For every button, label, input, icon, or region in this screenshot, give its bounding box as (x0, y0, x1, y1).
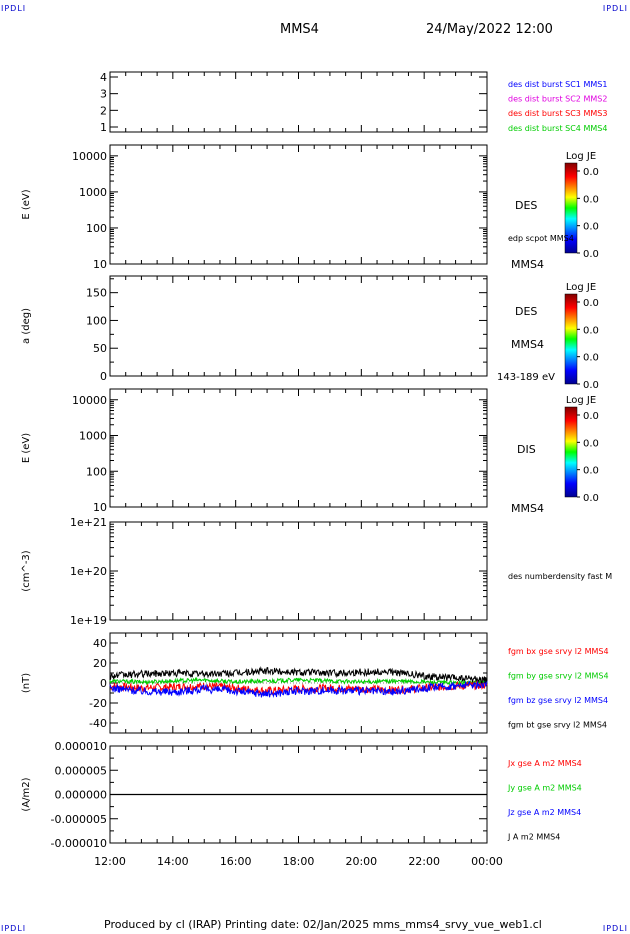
magnetic-field-legend-2: fgm by gse srvy l2 MMS4 (508, 672, 609, 681)
current-density-panel-ytick-label: 0.000010 (55, 740, 108, 753)
x-tick-label: 12:00 (94, 855, 126, 868)
x-tick-label: 20:00 (345, 855, 377, 868)
x-tick-label: 16:00 (220, 855, 252, 868)
current-density-legend-4: J A m2 MMS4 (507, 833, 560, 842)
corner-mark-bottom-right: IPDLI (602, 924, 628, 933)
des-pitch-panel-ytick-label: 100 (86, 314, 107, 327)
des-pitch-panel-colorbar-title: Log JE (566, 282, 596, 293)
des-pitch-panel-colorbar-label: 0.0 (583, 298, 599, 309)
des-pitch-side-label: DES (515, 305, 537, 318)
current-density-legend-2: Jy gse A m2 MMS4 (507, 784, 582, 793)
current-density-panel-ylabel: (A/m2) (21, 777, 32, 811)
des-energy-panel-colorbar (564, 162, 578, 254)
datetime-title: 24/May/2022 12:00 (426, 22, 553, 37)
dis-energy-panel-colorbar-title: Log JE (566, 395, 596, 406)
magnetic-field-panel-ytick-label: 20 (93, 657, 107, 670)
magnetic-field-panel-ytick-label: 40 (93, 637, 107, 650)
density-panel-ytick-label: 1e+20 (70, 565, 107, 578)
magnetic-field-panel-ytick-label: 0 (100, 677, 107, 690)
des-energy-panel-colorbar-label: 0.0 (583, 167, 599, 178)
des-pitch-panel-ylabel: a (deg) (21, 308, 32, 344)
des-energy-side-label: DES (515, 199, 537, 212)
current-density-legend-3: Jz gse A m2 MMS4 (507, 808, 581, 817)
dis-energy-panel-ytick-label: 10000 (72, 394, 107, 407)
dis-energy-panel-ytick-label: 1000 (79, 430, 107, 443)
current-density-panel-ytick-label: 0.000000 (55, 789, 108, 802)
magnetic-field-legend-1: fgm bx gse srvy l2 MMS4 (508, 647, 609, 656)
footer-text: Produced by cl (IRAP) Printing date: 02/… (104, 918, 542, 931)
dis-energy-panel-frame (109, 388, 488, 508)
des-pitch-panel-ytick-label: 0 (100, 370, 107, 383)
density-panel-ytick-label: 1e+19 (70, 614, 107, 627)
current-density-panel-ytick-label: -0.000010 (51, 837, 107, 850)
des-pitch-sub-label: MMS4 (511, 338, 544, 351)
des-energy-panel-colorbar-label: 0.0 (583, 222, 599, 233)
des-energy-panel-ytick-label: 10000 (72, 150, 107, 163)
current-density-panel-ytick-label: 0.000005 (55, 764, 108, 777)
burst-legend-4: des dist burst SC4 MMS4 (508, 124, 607, 133)
density-panel-frame (109, 521, 488, 621)
burst-panel-ytick-label: 1 (100, 121, 107, 134)
magnetic-field-series-bz (109, 680, 488, 698)
dis-energy-side-label: DIS (517, 443, 536, 456)
dis-energy-panel-colorbar-label: 0.0 (583, 411, 599, 422)
des-energy-panel-ytick-label: 100 (86, 222, 107, 235)
des-pitch-panel-ytick-label: 150 (86, 287, 107, 300)
burst-panel-frame (109, 71, 488, 133)
des-pitch-panel-colorbar (564, 293, 578, 385)
dis-energy-panel-colorbar (564, 406, 578, 498)
x-tick-label: 00:00 (471, 855, 503, 868)
des-energy-panel-ytick-label: 1000 (79, 186, 107, 199)
magnetic-field-panel-ylabel: (nT) (21, 673, 32, 693)
des-energy-bottom-label: MMS4 (511, 258, 544, 271)
des-energy-panel-colorbar-title: Log JE (566, 151, 596, 162)
des-pitch-panel-colorbar-label: 0.0 (583, 380, 599, 391)
x-tick-label: 14:00 (157, 855, 189, 868)
dis-energy-panel-ylabel: E (eV) (21, 433, 32, 463)
density-panel-ylabel: (cm^-3) (21, 550, 32, 591)
dis-energy-panel-colorbar-label: 0.0 (583, 438, 599, 449)
des-pitch-panel-colorbar-label: 0.0 (583, 353, 599, 364)
burst-panel-ytick-label: 4 (100, 71, 107, 84)
des-energy-panel-colorbar-label: 0.0 (583, 249, 599, 260)
density-panel-ytick-label: 1e+21 (70, 516, 107, 529)
spacecraft-title: MMS4 (280, 22, 319, 37)
des-energy-panel-frame (109, 144, 488, 265)
dis-energy-panel-colorbar-label: 0.0 (583, 493, 599, 504)
des-energy-panel-ylabel: E (eV) (21, 189, 32, 219)
magnetic-field-series-by (109, 676, 488, 687)
burst-panel-ytick-label: 3 (100, 88, 107, 101)
corner-mark-bottom-left: IPDLI (1, 924, 27, 933)
des-energy-panel-colorbar-label: 0.0 (583, 194, 599, 205)
magnetic-field-legend-3: fgm bz gse srvy l2 MMS4 (508, 696, 608, 705)
dis-energy-panel-ytick-label: 10 (93, 501, 107, 514)
dis-energy-bottom-label: MMS4 (511, 502, 544, 515)
des-pitch-panel-colorbar-label: 0.0 (583, 325, 599, 336)
burst-legend-2: des dist burst SC2 MMS2 (508, 95, 607, 104)
magnetic-field-panel-ytick-label: -20 (89, 697, 107, 710)
magnetic-field-series-bt (109, 666, 488, 684)
current-density-panel-ytick-label: -0.000005 (51, 813, 107, 826)
burst-legend-1: des dist burst SC1 MMS1 (508, 80, 607, 89)
des-pitch-energy-range: 143-189 eV (497, 372, 555, 383)
dis-energy-panel-ytick-label: 100 (86, 465, 107, 478)
des-pitch-panel-ytick-label: 50 (93, 342, 107, 355)
magnetic-field-panel-ytick-label: -40 (89, 717, 107, 730)
magnetic-field-legend-4: fgm bt gse srvy l2 MMS4 (508, 721, 607, 730)
burst-panel-ytick-label: 2 (100, 104, 107, 117)
burst-legend-3: des dist burst SC3 MMS3 (508, 109, 607, 118)
corner-mark-top-right: IPDLI (602, 4, 628, 13)
density-legend: des numberdensity fast M (508, 572, 612, 581)
x-tick-label: 18:00 (283, 855, 315, 868)
des-energy-panel-ytick-label: 10 (93, 258, 107, 271)
des-pitch-panel-frame (109, 275, 488, 377)
current-density-legend-1: Jx gse A m2 MMS4 (507, 759, 582, 768)
dis-energy-panel-colorbar-label: 0.0 (583, 466, 599, 477)
x-tick-label: 22:00 (408, 855, 440, 868)
edp-scpot-label: edp scpot MMS4 (508, 234, 574, 243)
corner-mark-top-left: IPDLI (1, 4, 27, 13)
